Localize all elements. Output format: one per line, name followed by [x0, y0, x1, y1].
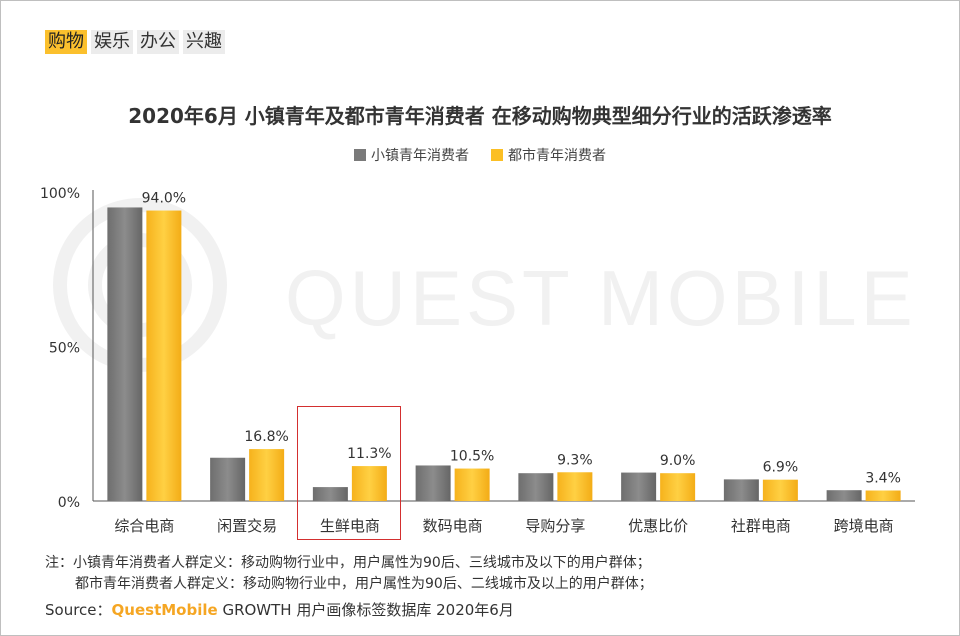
chart-title: 2020年6月 小镇青年及都市青年消费者 在移动购物典型细分行业的活跃渗透率 [128, 104, 832, 128]
legend-item-town: 小镇青年消费者 [354, 145, 469, 165]
tab-shopping[interactable]: 购物 [45, 30, 87, 54]
x-tick-label: 跨境电商 [834, 517, 894, 535]
legend-swatch-yellow [491, 149, 503, 161]
source-rest: GROWTH 用户画像标签数据库 2020年6月 [217, 601, 514, 619]
legend-swatch-gray [354, 149, 366, 161]
x-tick-label: 闲置交易 [217, 517, 277, 535]
x-tick-label: 社群电商 [731, 517, 791, 535]
tab-entertainment[interactable]: 娱乐 [91, 30, 133, 54]
bar-town [621, 472, 657, 501]
bar-town [415, 465, 451, 501]
data-label: 3.4% [865, 470, 901, 486]
category-tabs: 购物 娱乐 办公 兴趣 [45, 30, 225, 54]
bar-city [351, 466, 387, 501]
data-label: 11.3% [347, 446, 391, 462]
data-label: 6.9% [763, 460, 799, 476]
bar-city [454, 468, 490, 501]
x-tick-label: 优惠比价 [628, 517, 688, 535]
tab-office[interactable]: 办公 [137, 30, 179, 54]
legend-item-city: 都市青年消费者 [491, 145, 606, 165]
bar-town [107, 207, 143, 501]
x-tick-label: 数码电商 [423, 517, 483, 535]
bar-city [762, 479, 798, 501]
bar-city [249, 449, 285, 501]
bar-town [312, 487, 348, 501]
data-label: 10.5% [450, 449, 494, 465]
bar-town [210, 457, 246, 501]
legend-label-town: 小镇青年消费者 [371, 148, 469, 164]
data-label: 94.0% [142, 191, 186, 207]
bar-city [865, 490, 901, 501]
legend-label-city: 都市青年消费者 [508, 148, 606, 164]
bar-city [660, 473, 696, 501]
source-line: Source：QuestMobile GROWTH 用户画像标签数据库 2020… [45, 599, 514, 620]
data-label: 9.3% [557, 452, 593, 468]
tab-interest[interactable]: 兴趣 [183, 30, 225, 54]
data-label: 9.0% [660, 453, 696, 469]
footnotes: 注：小镇青年消费者人群定义：移动购物行业中，用户属性为90后、三线城市及以下的用… [45, 553, 653, 595]
y-tick-label: 0% [58, 495, 80, 511]
x-tick-label: 综合电商 [114, 517, 174, 535]
source-brand: QuestMobile [111, 601, 218, 619]
y-tick-label: 100% [40, 186, 80, 202]
source-prefix: Source： [45, 601, 112, 619]
x-tick-label: 导购分享 [525, 517, 585, 535]
x-tick-label: 生鲜电商 [320, 517, 380, 535]
chart-legend: 小镇青年消费者 都市青年消费者 [0, 145, 960, 165]
bar-town [723, 479, 759, 501]
note-line-1: 注：小镇青年消费者人群定义：移动购物行业中，用户属性为90后、三线城市及以下的用… [45, 555, 651, 571]
y-tick-label: 50% [49, 341, 80, 357]
bar-town [826, 490, 862, 501]
bar-city [557, 472, 593, 501]
bar-town [518, 473, 554, 501]
note-line-2: 都市青年消费者人群定义：移动购物行业中，用户属性为90后、二线城市及以上的用户群… [75, 576, 653, 592]
bar-city [146, 210, 182, 502]
data-label: 16.8% [244, 429, 288, 445]
